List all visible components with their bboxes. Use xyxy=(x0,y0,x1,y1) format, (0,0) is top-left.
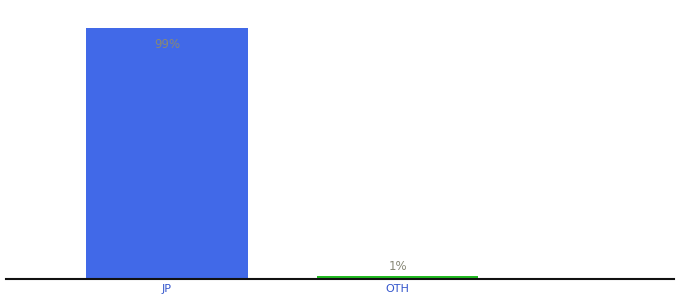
Bar xyxy=(317,276,479,279)
Text: 1%: 1% xyxy=(388,260,407,273)
Text: 99%: 99% xyxy=(154,38,180,52)
Bar xyxy=(86,28,248,279)
